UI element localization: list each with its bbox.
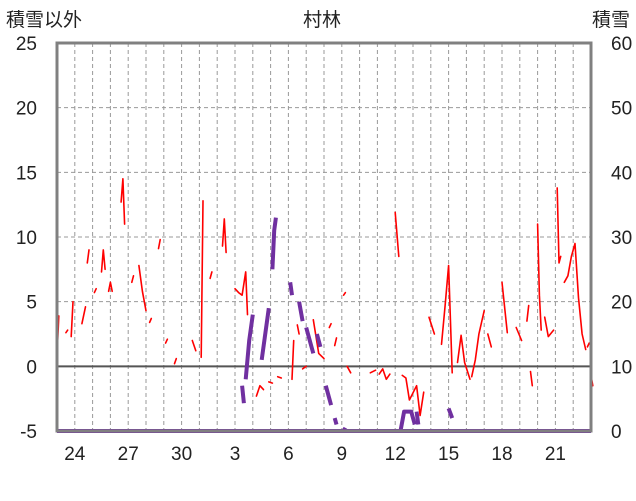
temperature-line [81, 305, 87, 325]
left-tick-label: 10 [16, 228, 37, 249]
x-tick-label: 21 [545, 444, 566, 465]
temperature-line [470, 309, 486, 378]
temperature-line [267, 381, 274, 384]
temperature-line [526, 304, 530, 322]
temperature-line [70, 300, 74, 338]
temperature-line [296, 324, 300, 335]
snow-depth-line [288, 282, 294, 296]
x-tick-label: 27 [118, 444, 139, 465]
x-tick-label: 30 [171, 444, 192, 465]
temperature-line [93, 287, 97, 294]
temperature-line [209, 271, 213, 280]
snow-depth-line [297, 301, 305, 322]
left-tick-label: 15 [16, 163, 37, 184]
left-tick-label: -5 [20, 422, 37, 443]
temperature-line [486, 333, 493, 348]
right-tick-label: 0 [611, 422, 622, 443]
temperature-line [200, 200, 204, 359]
temperature-line [394, 211, 400, 258]
left-tick-label: 5 [26, 293, 37, 314]
temperature-line [86, 249, 90, 264]
chart-title: 村林 [303, 9, 341, 31]
snow-depth-line [314, 333, 323, 348]
temperature-line [586, 342, 591, 348]
temperature-line [515, 326, 523, 342]
snow-depth-line [243, 314, 255, 380]
temperature-line [456, 334, 471, 381]
snow-depth-line [304, 326, 316, 354]
snow-depth-line [259, 307, 271, 361]
temperature-line [529, 370, 534, 387]
right-tick-label: 20 [611, 293, 632, 314]
x-tick-label: 3 [230, 444, 241, 465]
right-tick-label: 30 [611, 228, 632, 249]
temperature-line [131, 274, 135, 284]
snow-depth-line [398, 409, 417, 432]
grid [57, 43, 591, 431]
temperature-line [107, 281, 113, 293]
snow-depth-line [446, 407, 455, 419]
temperature-line [543, 316, 555, 338]
temperature-line [291, 339, 295, 381]
temperature-line [221, 218, 227, 254]
temperature-line [369, 369, 377, 374]
temperature-line [378, 368, 391, 381]
x-tick-label: 15 [438, 444, 459, 465]
plot-frame [55, 41, 593, 433]
snow-depth-line [414, 411, 421, 425]
temperature-line [173, 357, 178, 365]
x-tick-label: 24 [64, 444, 86, 465]
temperature-line [312, 318, 325, 360]
right-tick-label: 10 [611, 357, 632, 378]
temperature-line [342, 291, 347, 297]
temperature-line [501, 281, 509, 334]
temperature-line [100, 249, 106, 273]
temperature-line [563, 242, 587, 351]
x-tick-label: 12 [385, 444, 406, 465]
temperature-line [148, 317, 153, 324]
temperature-line [255, 384, 265, 397]
x-tick-label: 18 [491, 444, 512, 465]
temperature-line [536, 223, 543, 331]
right-tick-label: 40 [611, 163, 632, 184]
left-tick-label: 0 [26, 357, 37, 378]
x-tick-label: 6 [283, 444, 294, 465]
snow-depth-line [240, 385, 246, 404]
snow-depth-line [270, 217, 278, 270]
axis-ticks: -5 0 5 10 15 20 25 0 10 20 30 40 50 60 24 27 30 3 6 9 12 15 18… [16, 34, 632, 465]
temperature-line [234, 271, 249, 316]
temperature-line [301, 365, 308, 370]
temperature-line [164, 338, 169, 344]
temperature-line [346, 365, 352, 374]
temperature-line [440, 264, 454, 374]
temperature-line [428, 316, 436, 335]
temperature-line [120, 178, 126, 225]
temperature-line [556, 187, 562, 264]
right-axis-label: 積雪 [592, 9, 630, 31]
snow-depth-line [323, 385, 334, 406]
right-tick-label: 50 [611, 99, 632, 120]
x-tick-label: 9 [337, 444, 348, 465]
temperature-line [138, 264, 147, 312]
temperature-line [328, 322, 332, 329]
series-layer [56, 178, 594, 433]
left-axis-label: 積雪以外 [6, 9, 82, 31]
left-tick-label: 25 [16, 34, 37, 55]
left-tick-label: 20 [16, 99, 37, 120]
temperature-line [65, 329, 69, 334]
snow-depth-line [332, 417, 339, 426]
temperature-line [333, 337, 338, 347]
temperature-line [157, 238, 161, 250]
temperature-line [276, 375, 283, 379]
temperature-line [191, 339, 197, 352]
temperature-line [401, 374, 425, 417]
right-tick-label: 60 [611, 34, 632, 55]
